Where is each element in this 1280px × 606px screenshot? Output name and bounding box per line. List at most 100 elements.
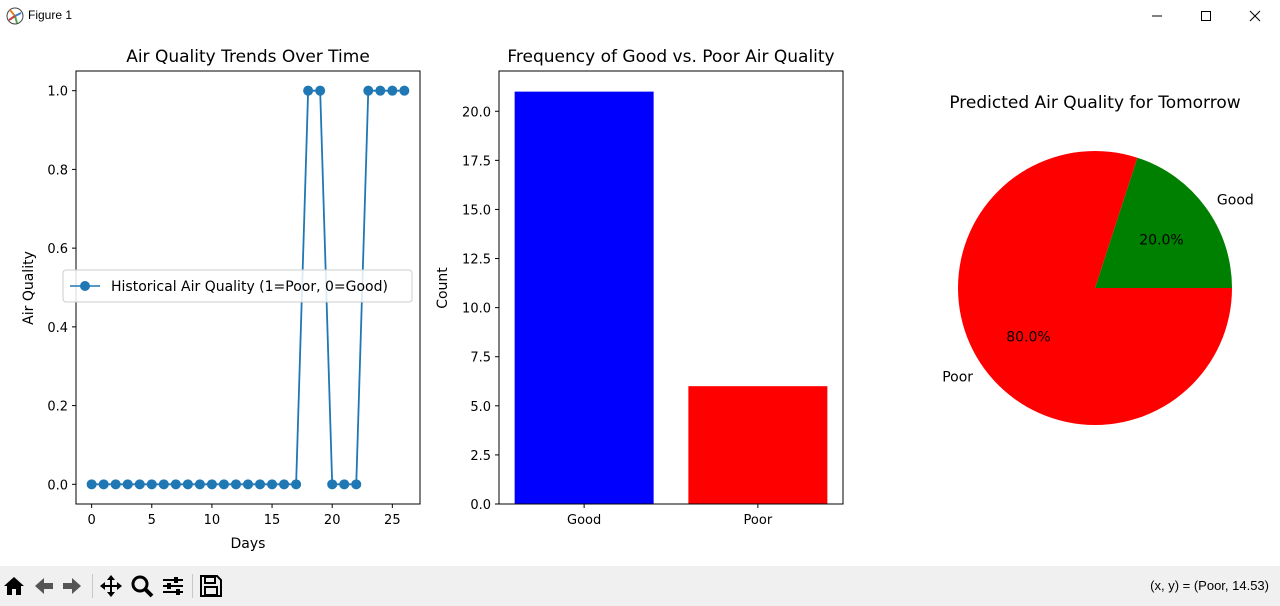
x-tick-label: Good xyxy=(567,513,601,528)
legend-label: Historical Air Quality (1=Poor, 0=Good) xyxy=(111,279,388,295)
line-chart-ylabel: Air Quality xyxy=(21,251,37,325)
data-point xyxy=(327,479,338,490)
figure-canvas[interactable]: Air Quality Trends Over Time 0 5 10 15 20 25 … xyxy=(0,32,1280,566)
x-tick-label: 15 xyxy=(264,513,281,528)
data-point xyxy=(351,479,362,490)
legend-box xyxy=(62,269,413,303)
configure-subplots-button[interactable] xyxy=(161,574,185,598)
data-point xyxy=(255,479,266,490)
data-point xyxy=(122,479,133,490)
forward-button[interactable] xyxy=(60,574,84,598)
close-icon xyxy=(1249,10,1261,22)
line-chart-title: Air Quality Trends Over Time xyxy=(126,47,370,67)
toolbar-separator xyxy=(92,574,93,598)
x-tick-label: Poor xyxy=(744,513,773,528)
pie-slice-poor xyxy=(957,151,1232,425)
bar-chart-axes-frame xyxy=(498,70,844,505)
x-tick-label: 25 xyxy=(384,513,401,528)
x-tick-label: 20 xyxy=(324,513,341,528)
y-tick-label: 15.0 xyxy=(462,203,491,218)
data-point xyxy=(375,85,386,96)
minimize-icon xyxy=(1152,15,1162,17)
data-point xyxy=(291,479,302,490)
pan-icon xyxy=(100,575,122,597)
data-point xyxy=(267,479,278,490)
maximize-button[interactable] xyxy=(1183,0,1229,32)
data-point xyxy=(230,479,241,490)
pie-label: Poor xyxy=(942,370,973,386)
bar-chart-ylabel: Count xyxy=(435,267,451,309)
y-tick-label: 17.5 xyxy=(462,154,491,169)
bar-good xyxy=(514,91,654,504)
y-tick-label: 12.5 xyxy=(462,253,491,268)
matplotlib-logo-icon xyxy=(6,7,24,25)
x-tick-label: 10 xyxy=(204,513,221,528)
y-tick-label: 0.0 xyxy=(470,498,491,513)
y-tick-label: 0.8 xyxy=(47,163,68,178)
navigation-toolbar: (x, y) = (Poor, 14.53) xyxy=(0,566,1280,606)
zoom-button[interactable] xyxy=(130,574,154,598)
data-point xyxy=(363,85,374,96)
pie-slice-good xyxy=(1095,157,1232,288)
y-tick-label: 0.0 xyxy=(47,478,68,493)
back-arrow-icon xyxy=(35,578,53,594)
y-tick-label: 0.6 xyxy=(47,242,68,257)
line-chart: Air Quality Trends Over Time 0 5 10 15 20 25 … xyxy=(21,47,421,552)
minimize-button[interactable] xyxy=(1134,0,1180,32)
data-point xyxy=(86,479,97,490)
x-tick-label: 5 xyxy=(148,513,156,528)
legend-marker-swatch xyxy=(80,281,90,291)
pie-label: Good xyxy=(1217,192,1254,208)
y-tick-label: 0.4 xyxy=(47,321,68,336)
data-point xyxy=(134,479,145,490)
data-point xyxy=(182,479,193,490)
save-icon xyxy=(200,575,222,597)
data-point xyxy=(218,479,229,490)
y-tick-label: 10.0 xyxy=(462,302,491,317)
data-point xyxy=(243,479,253,490)
maximize-icon xyxy=(1201,11,1211,21)
data-point xyxy=(194,479,205,490)
x-tick-label: 0 xyxy=(87,513,95,528)
y-tick-label: 1.0 xyxy=(47,85,68,100)
bar-chart: Frequency of Good vs. Poor Air Quality G… xyxy=(435,47,844,528)
data-point xyxy=(206,479,217,490)
data-point xyxy=(315,85,326,96)
cursor-coordinates: (x, y) = (Poor, 14.53) xyxy=(1150,578,1269,593)
data-point xyxy=(279,479,290,490)
home-icon xyxy=(4,577,24,595)
data-point xyxy=(110,479,121,490)
zoom-icon xyxy=(131,575,154,598)
data-point xyxy=(303,85,314,96)
figure-svg: Air Quality Trends Over Time 0 5 10 15 20 25 … xyxy=(21,47,1254,552)
close-button[interactable] xyxy=(1232,0,1278,32)
save-button[interactable] xyxy=(199,574,223,598)
bar-chart-title: Frequency of Good vs. Poor Air Quality xyxy=(507,47,834,67)
y-tick-label: 20.0 xyxy=(462,105,491,120)
window-title: Figure 1 xyxy=(28,8,73,22)
data-point xyxy=(339,479,350,490)
pie-chart: Predicted Air Quality for Tomorrow Good 2… xyxy=(942,93,1254,425)
y-tick-label: 2.5 xyxy=(470,449,491,464)
pie-pct-label: 80.0% xyxy=(1006,329,1050,345)
pan-button[interactable] xyxy=(99,574,123,598)
y-tick-label: 7.5 xyxy=(470,351,491,366)
line-chart-legend: Historical Air Quality (1=Poor, 0=Good) xyxy=(62,269,413,303)
back-button[interactable] xyxy=(32,574,56,598)
configure-subplots-icon xyxy=(163,577,183,595)
home-button[interactable] xyxy=(2,574,26,598)
forward-arrow-icon xyxy=(63,578,81,594)
pie-chart-title: Predicted Air Quality for Tomorrow xyxy=(949,93,1240,113)
data-point xyxy=(170,479,181,490)
window-titlebar: Figure 1 xyxy=(0,0,1280,32)
data-point xyxy=(98,479,109,490)
bar-poor xyxy=(688,386,828,504)
line-chart-xlabel: Days xyxy=(231,536,266,552)
data-point xyxy=(146,479,157,490)
data-point xyxy=(399,85,410,96)
data-point xyxy=(387,85,398,96)
data-point xyxy=(158,479,169,490)
toolbar-separator xyxy=(192,574,193,598)
y-tick-label: 5.0 xyxy=(470,400,491,415)
pie-pct-label: 20.0% xyxy=(1139,233,1183,249)
